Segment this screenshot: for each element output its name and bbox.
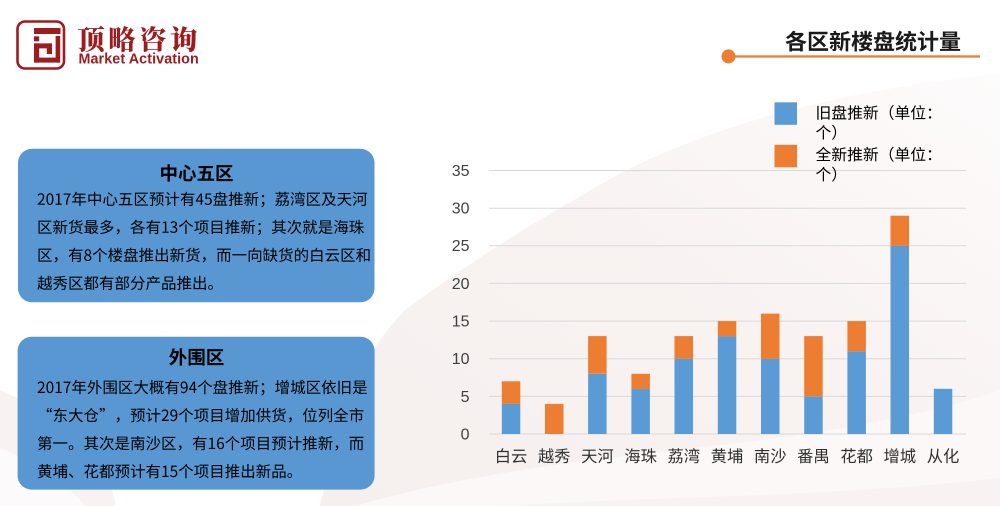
svg-text:30: 30	[452, 201, 470, 218]
svg-text:Market Activation: Market Activation	[79, 51, 199, 67]
svg-text:0: 0	[461, 426, 470, 443]
svg-text:10: 10	[452, 351, 470, 368]
svg-text:25: 25	[452, 238, 470, 255]
svg-text:5: 5	[461, 389, 470, 406]
svg-text:15: 15	[452, 314, 470, 331]
svg-text:20: 20	[452, 276, 470, 293]
svg-text:35: 35	[452, 163, 470, 180]
